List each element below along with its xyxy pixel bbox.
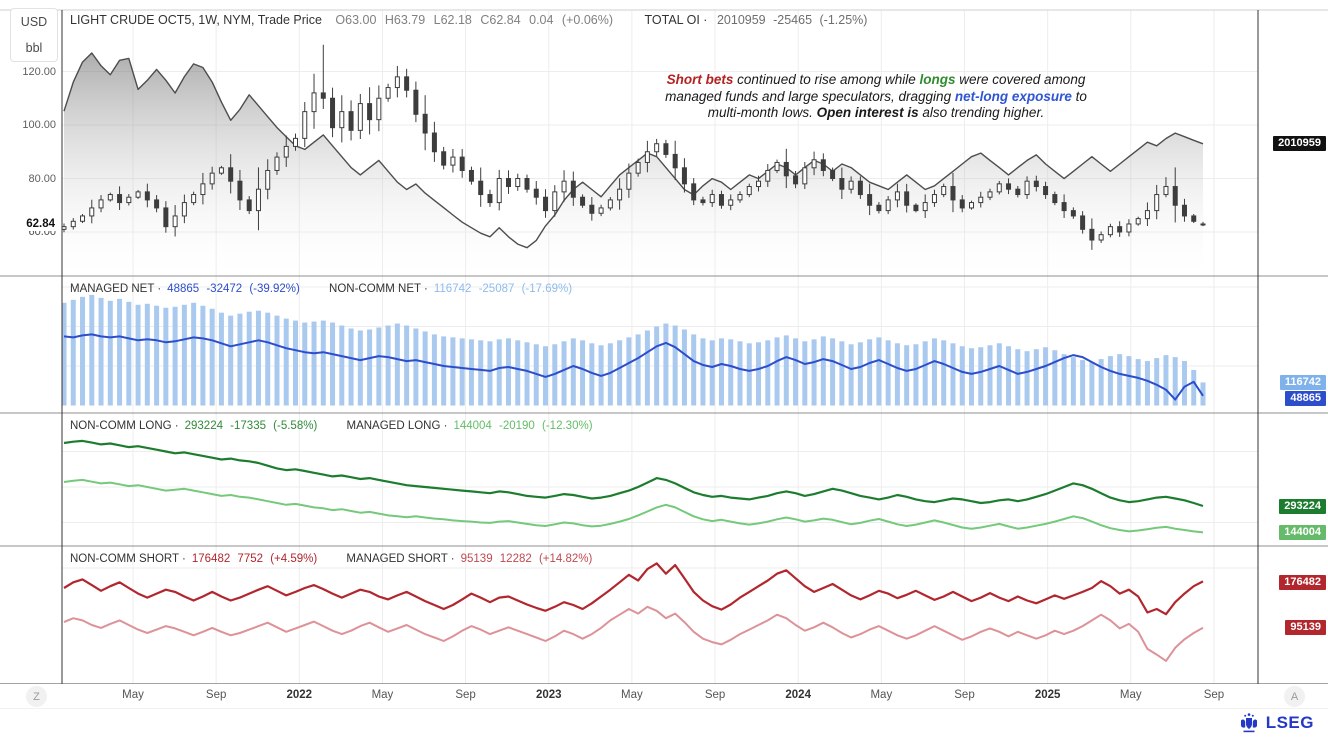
annotation-line: Short bets continued to rise among while… [620, 72, 1132, 89]
managed-long-legend[interactable]: MANAGED LONG · 144004 -20190 (-12.30%) [346, 420, 592, 432]
non-comm-net-label: NON-COMM NET · [329, 283, 428, 295]
non-comm-long-legend[interactable]: NON-COMM LONG · 293224 -17335 (-5.58%) [70, 420, 320, 432]
managed-net-values: 48865 -32472 (-39.92%) [167, 283, 300, 295]
non-comm-short-values: 176482 7752 (+4.59%) [191, 553, 318, 565]
annotation-segment: also trending higher. [918, 105, 1045, 120]
price-axis[interactable]: 62.84 120.00 100.00 80.00 60.00 60.00 [0, 0, 62, 708]
time-axis-label: May [371, 689, 394, 701]
time-axis-label: Sep [954, 689, 975, 701]
non-comm-net-badge: 116742 [1279, 375, 1326, 390]
managed-net-badge: 48865 [1285, 391, 1326, 406]
non-comm-net-bars [61, 294, 1206, 406]
axis-tick-label: 120.00 [22, 65, 56, 78]
price-ohlc-values: O63.00 H63.79 L62.18 C62.84 0.04 (+0.06%… [335, 13, 614, 27]
non-comm-long-label: NON-COMM LONG · [70, 420, 179, 432]
right-value-axis[interactable]: 2010959 116742 48865 293224 144004 17648… [1258, 0, 1328, 708]
annotation-segment: Short bets [666, 72, 734, 87]
unit-measure: bbl [25, 41, 43, 55]
time-axis[interactable]: May Sep 2022 May Sep 2023 May Sep 2024 May Sep 2025… [0, 684, 1328, 708]
managed-long-values: 144004 -20190 (-12.30%) [453, 420, 593, 432]
non-comm-short-legend[interactable]: NON-COMM SHORT · 176482 7752 (+4.59%) [70, 553, 320, 565]
annotation-segment: to [1071, 88, 1087, 104]
price-candles [61, 44, 1206, 250]
annotation-segment: continued to rise among while [733, 72, 920, 87]
non-comm-short-label: NON-COMM SHORT · [70, 553, 186, 565]
non-comm-net-legend[interactable]: NON-COMM NET · 116742 -25087 (-17.69%) [329, 283, 572, 295]
annotation-segment: Open interest is [816, 105, 919, 120]
non-comm-short-line [63, 562, 1204, 616]
net-panel-legend: MANAGED NET · 48865 -32472 (-39.92%) NON-… [70, 283, 572, 295]
lseg-wordmark: LSEG [1265, 713, 1314, 732]
total-oi-legend[interactable]: TOTAL OI · [644, 13, 708, 27]
time-axis-label: May [870, 689, 893, 701]
annotation-segment: were covered among [955, 72, 1086, 87]
time-axis-label: 2023 [535, 689, 562, 701]
axis-tick-label: 80.00 [28, 172, 56, 185]
time-axis-label: Sep [455, 689, 476, 701]
non-comm-short-badge: 176482 [1279, 575, 1326, 590]
long-panel-legend: NON-COMM LONG · 293224 -17335 (-5.58%) MA… [70, 420, 593, 432]
time-axis-label: Sep [704, 689, 726, 701]
non-comm-long-badge: 293224 [1279, 499, 1326, 514]
auto-scale-button[interactable]: A [1284, 686, 1305, 707]
time-axis-label: 2022 [286, 689, 313, 701]
lseg-crest-icon [1240, 713, 1257, 733]
non-comm-long-values: 293224 -17335 (-5.58%) [184, 420, 318, 432]
total-oi-values: 2010959 -25465 (-1.25%) [716, 13, 868, 27]
time-axis-label: 2024 [785, 689, 811, 701]
time-axis-label: May [621, 689, 643, 701]
total-oi-line [63, 52, 1204, 249]
non-comm-long-line [63, 439, 1204, 508]
analyst-annotation: Short bets continued to rise among while… [620, 72, 1132, 122]
time-axis-label: May [122, 689, 144, 701]
time-axis-label: 2025 [1034, 689, 1061, 701]
managed-long-line [63, 478, 1204, 534]
last-price-label: 62.84 [24, 217, 57, 231]
unit-currency: USD [20, 15, 48, 29]
zoom-out-button[interactable]: Z [26, 686, 47, 707]
total-oi-badge: 2010959 [1273, 136, 1326, 151]
managed-long-label: MANAGED LONG · [346, 420, 448, 432]
managed-short-legend[interactable]: MANAGED SHORT · 95139 12282 (+14.82%) [346, 553, 592, 565]
annotation-segment: longs [919, 72, 956, 87]
time-axis-label: May [1119, 689, 1142, 701]
managed-net-legend[interactable]: MANAGED NET · 48865 -32472 (-39.92%) [70, 283, 303, 295]
price-axis-unit-box[interactable]: USD bbl [10, 8, 58, 62]
managed-short-badge: 95139 [1285, 620, 1326, 635]
managed-net-line [63, 333, 1204, 401]
managed-short-values: 95139 12282 (+14.82%) [460, 553, 593, 565]
lseg-logo: LSEG [1238, 712, 1314, 734]
annotation-line: managed funds and large speculators, dra… [620, 89, 1132, 106]
annotation-segment: managed funds and large speculators, dra… [665, 88, 955, 104]
time-axis-label: Sep [205, 689, 227, 701]
managed-short-label: MANAGED SHORT · [346, 553, 455, 565]
annotation-line: multi-month lows. Open interest is also … [620, 105, 1132, 122]
short-panel-legend: NON-COMM SHORT · 176482 7752 (+4.59%) MAN… [70, 553, 592, 565]
axis-tick-label: 100.00 [22, 119, 56, 131]
non-comm-net-values: 116742 -25087 (-17.69%) [433, 283, 573, 295]
chart-header: LIGHT CRUDE OCT5, 1W, NYM, Trade Price O… [70, 13, 867, 27]
instrument-title[interactable]: LIGHT CRUDE OCT5, 1W, NYM, Trade Price [70, 13, 322, 27]
managed-net-label: MANAGED NET · [70, 283, 162, 295]
managed-short-line [63, 605, 1204, 662]
time-axis-label: Sep [1203, 689, 1225, 701]
annotation-segment: net-long exposure [954, 88, 1072, 104]
managed-long-badge: 144004 [1279, 525, 1326, 540]
annotation-segment: multi-month lows. [707, 105, 817, 120]
